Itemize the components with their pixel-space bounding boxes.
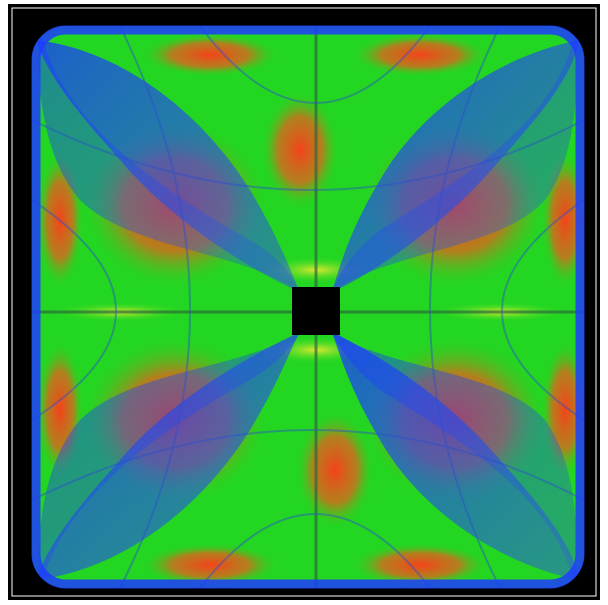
fractal — [32, 26, 584, 588]
center-hole — [292, 287, 340, 335]
rim — [31, 25, 585, 589]
arcs — [32, 26, 584, 588]
blue-lobes — [36, 30, 580, 588]
